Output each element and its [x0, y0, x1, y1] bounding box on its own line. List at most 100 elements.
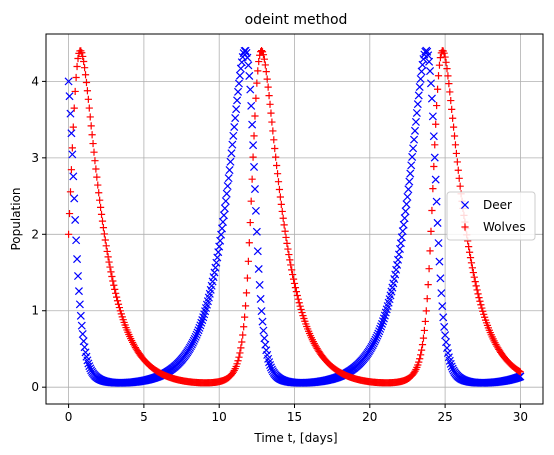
wolves-point — [293, 291, 301, 300]
wolves-point — [282, 233, 290, 242]
wolves-point — [278, 207, 286, 216]
wolves-point — [252, 94, 260, 102]
wolves-point — [269, 127, 277, 135]
wolves-point — [251, 112, 259, 120]
deer-point — [430, 153, 439, 162]
deer-point — [404, 185, 413, 194]
wolves-point — [245, 239, 253, 247]
deer-point — [85, 362, 94, 371]
wolves-point — [105, 258, 113, 266]
wolves-point — [270, 136, 278, 144]
deer-point — [400, 214, 409, 223]
wolves-point — [447, 96, 455, 105]
wolves-point — [420, 326, 428, 335]
deer-point — [225, 166, 234, 175]
wolves-point — [237, 344, 245, 352]
wolves-point — [109, 277, 117, 285]
wolves-point — [264, 83, 272, 91]
wolves-point — [87, 122, 95, 130]
y-tick-label: 2 — [31, 227, 39, 241]
wolves-point — [294, 295, 302, 303]
wolves-point — [112, 293, 121, 301]
wolves-point — [113, 297, 122, 305]
wolves-point — [295, 299, 303, 307]
wolves-point — [95, 189, 103, 197]
wolves-point — [445, 80, 453, 88]
deer-point — [416, 74, 425, 84]
deer-point — [222, 189, 231, 198]
chart-title: odeint method — [245, 12, 348, 28]
deer-point — [253, 247, 262, 256]
deer-point — [77, 321, 86, 330]
deer-point — [246, 85, 255, 94]
deer-point — [72, 236, 81, 245]
wolves-point — [472, 282, 480, 290]
deer-point — [431, 175, 440, 184]
wolves-point — [88, 131, 96, 139]
deer-point — [217, 224, 227, 233]
wolves-point — [250, 132, 258, 140]
x-axis: 0 5 10 15 20 25 30 — [65, 404, 528, 424]
deer-point — [378, 317, 388, 326]
y-axis-label: Population — [9, 187, 23, 250]
deer-point — [407, 161, 416, 170]
deer-point — [227, 149, 236, 158]
wolves-point — [247, 197, 255, 205]
wolves-point — [473, 286, 481, 294]
deer-point — [194, 326, 203, 335]
deer-point — [73, 255, 82, 264]
deer-point — [232, 105, 241, 114]
wolves-point — [253, 79, 261, 87]
wolves-point — [292, 288, 300, 296]
deer-point — [403, 192, 412, 201]
deer-point — [210, 268, 219, 277]
x-tick-label: 30 — [513, 410, 528, 424]
wolves-point — [100, 230, 108, 238]
wolves-point — [433, 85, 442, 93]
deer-point — [229, 131, 238, 140]
y-tick-label: 1 — [31, 304, 39, 318]
wolves-point — [94, 181, 102, 189]
y-tick-label: 3 — [31, 151, 39, 165]
wolves-point — [107, 268, 115, 276]
wolves-point — [235, 353, 243, 361]
wolves-point — [238, 338, 246, 346]
wolves-point — [112, 289, 120, 297]
y-tick-label: 0 — [31, 380, 39, 394]
deer-point — [372, 333, 381, 342]
deer-point — [399, 220, 408, 229]
deer-point — [370, 337, 379, 346]
wolves-point — [116, 307, 124, 315]
deer-point — [255, 280, 264, 289]
wolves-point — [428, 206, 436, 215]
wolves-point — [281, 227, 289, 235]
wolves-point — [261, 61, 269, 69]
deer-point — [236, 64, 245, 73]
deer-point — [433, 218, 442, 227]
deer-point — [257, 307, 266, 316]
deer-point — [243, 53, 252, 62]
x-tick-label: 10 — [212, 410, 227, 424]
deer-point — [374, 329, 383, 338]
wolves-point — [84, 95, 92, 103]
wolves-point — [64, 230, 73, 238]
legend-box — [446, 191, 536, 241]
deer-point — [199, 313, 208, 322]
wolves-point — [68, 144, 76, 152]
deer-point — [401, 207, 410, 216]
deer-point — [417, 67, 426, 76]
wolves-point — [478, 304, 486, 312]
wolves-point — [72, 73, 80, 82]
deer-point — [247, 101, 256, 110]
wolves-point — [451, 141, 460, 149]
wolves-point — [435, 61, 444, 69]
wolves-point — [289, 270, 297, 279]
wolves-point — [289, 275, 298, 283]
deer-point — [233, 87, 243, 96]
wolves-point — [262, 68, 270, 76]
wolves-point — [448, 105, 456, 113]
wolves-point — [74, 54, 82, 63]
wolves-point — [469, 268, 477, 277]
wolves-point — [433, 101, 441, 110]
deer-point — [76, 311, 85, 320]
